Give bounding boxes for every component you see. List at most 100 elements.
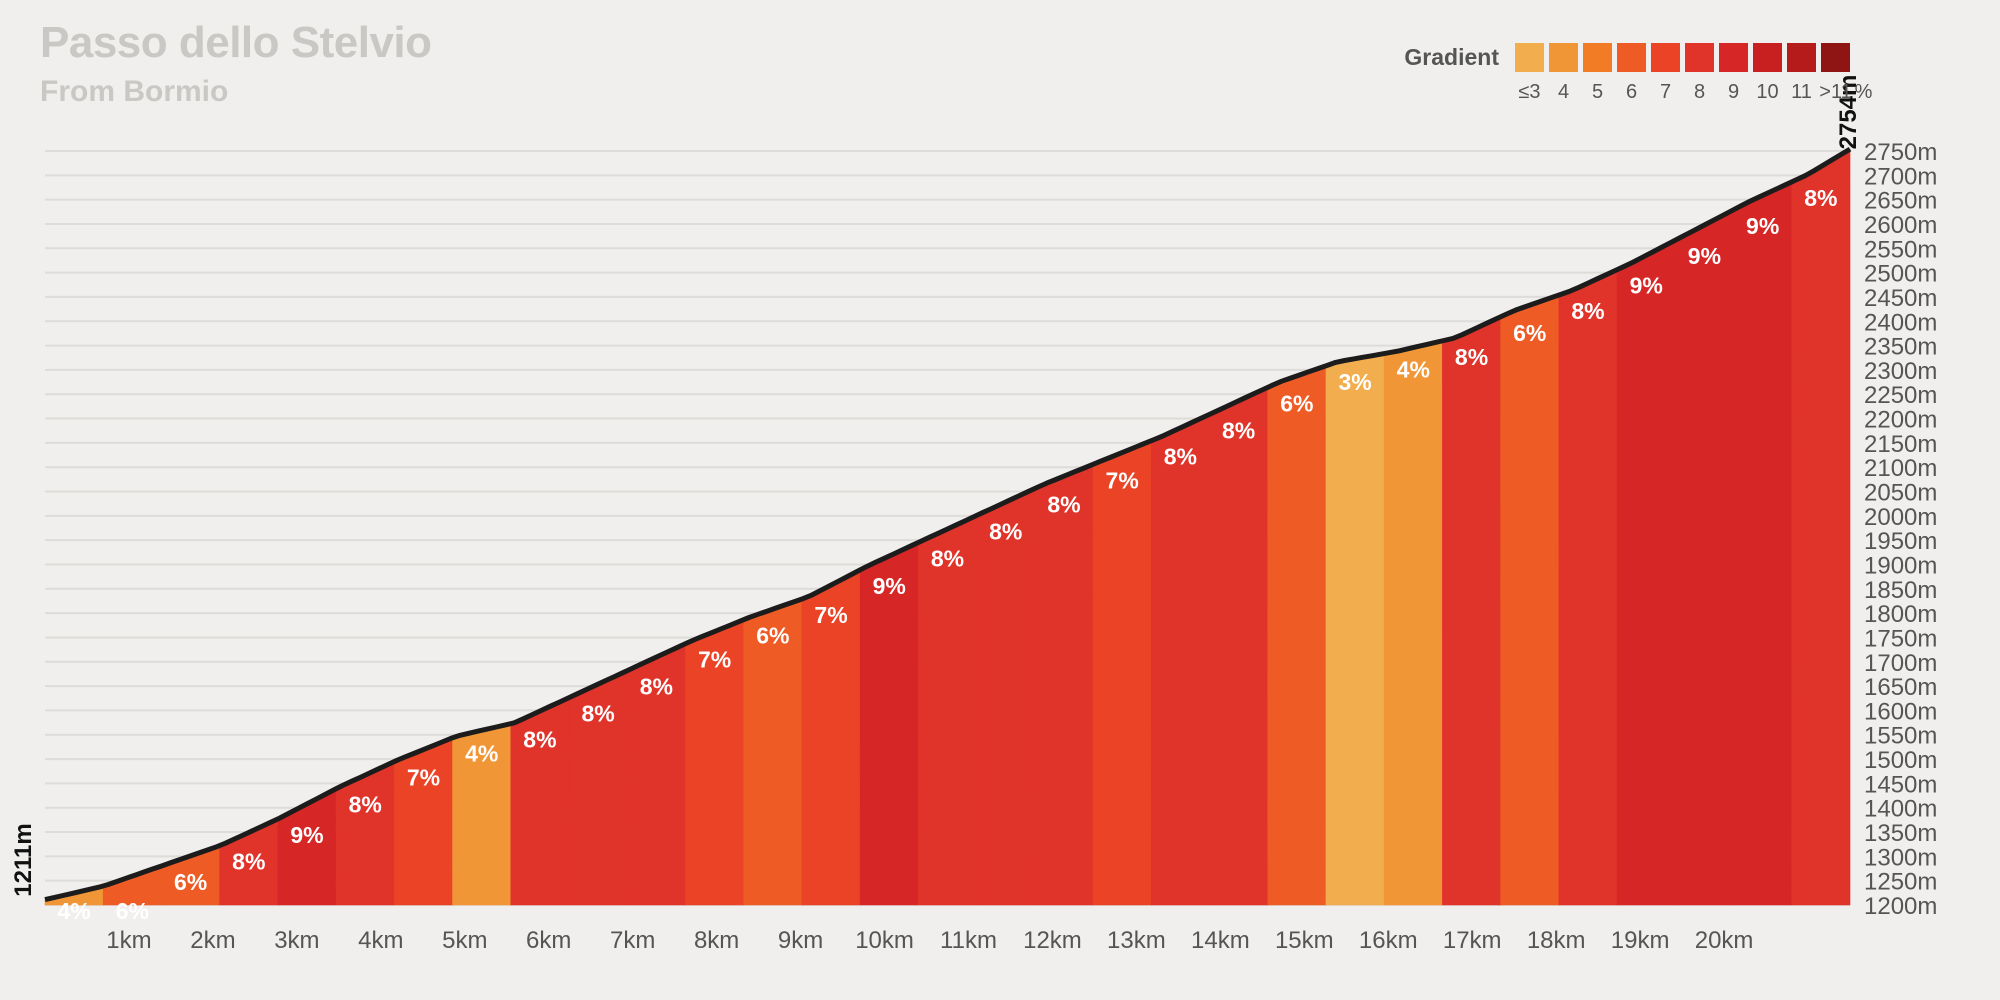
x-tick-label: 20km <box>1695 927 1754 954</box>
y-tick-label: 2250m <box>1864 382 1937 409</box>
legend-swatch <box>1753 43 1782 72</box>
segment-label: 6% <box>174 869 207 895</box>
profile-line <box>44 146 1852 903</box>
y-tick-label: 1900m <box>1864 552 1937 579</box>
gradient-segment <box>918 515 977 906</box>
x-tick-label: 16km <box>1359 927 1418 954</box>
y-tick-label: 1400m <box>1864 796 1937 823</box>
y-tick-label: 2400m <box>1864 309 1937 336</box>
y-tick-label: 2650m <box>1864 188 1937 215</box>
segment-label: 7% <box>814 602 847 628</box>
segment-label: 4% <box>57 898 90 924</box>
y-tick-label: 2300m <box>1864 358 1937 385</box>
y-tick-label: 2200m <box>1864 407 1937 434</box>
segment-label: 7% <box>407 765 440 791</box>
x-tick-label: 7km <box>610 927 655 954</box>
segment-label: 8% <box>989 518 1022 544</box>
legend-label: % <box>1855 81 1873 103</box>
x-tick-label: 6km <box>526 927 571 954</box>
gradient-segment <box>1209 386 1269 906</box>
y-tick-label: 2500m <box>1864 261 1937 288</box>
x-tick-label: 3km <box>274 927 319 954</box>
x-tick-label: 17km <box>1443 927 1502 954</box>
legend-label: 4 <box>1558 81 1569 103</box>
segment-label: 9% <box>1688 243 1721 269</box>
gradient-segment <box>1616 239 1676 906</box>
x-tick-label: 2km <box>190 927 235 954</box>
y-tick-label: 1200m <box>1864 893 1937 920</box>
x-tick-label: 9km <box>778 927 823 954</box>
legend-swatch <box>1617 43 1646 72</box>
segment-label: 8% <box>523 727 556 753</box>
y-tick-label: 2350m <box>1864 334 1937 361</box>
legend-swatch <box>1821 43 1850 72</box>
segment-label: 9% <box>873 573 906 599</box>
x-tick-label: 1km <box>106 927 151 954</box>
y-tick-label: 1350m <box>1864 820 1937 847</box>
y-tick-label: 2100m <box>1864 455 1937 482</box>
x-tick-label: 11km <box>940 927 997 954</box>
y-tick-label: 1250m <box>1864 869 1937 896</box>
segment-label: 8% <box>640 674 673 700</box>
y-tick-label: 2750m <box>1864 139 1937 166</box>
legend-swatch <box>1719 43 1748 72</box>
x-tick-label: 15km <box>1275 927 1334 954</box>
gradient-segment <box>1034 463 1094 906</box>
x-tick-label: 8km <box>694 927 739 954</box>
y-tick-label: 1750m <box>1864 625 1937 652</box>
x-tick-label: 14km <box>1191 927 1250 954</box>
legend-label: 6 <box>1626 81 1637 103</box>
segment-label: 8% <box>931 545 964 571</box>
segment-label: 6% <box>756 623 789 649</box>
legend-swatch <box>1685 43 1714 72</box>
y-tick-label: 1700m <box>1864 650 1937 677</box>
x-tick-label: 4km <box>358 927 403 954</box>
legend-swatch <box>1787 43 1816 72</box>
chart-subtitle: From Bormio <box>40 75 229 108</box>
segment-label: 6% <box>1280 390 1313 416</box>
segment-label: 8% <box>1804 185 1837 211</box>
legend-label: 8 <box>1694 81 1705 103</box>
legend-label: 7 <box>1660 81 1671 103</box>
y-tick-label: 1500m <box>1864 747 1937 774</box>
gradient-segment <box>1500 294 1560 906</box>
y-tick-label: 1950m <box>1864 528 1937 555</box>
y-tick-label: 1800m <box>1864 601 1937 628</box>
y-tick-label: 2050m <box>1864 480 1937 507</box>
legend-label: 11 <box>1791 81 1812 103</box>
y-tick-label: 2000m <box>1864 504 1937 531</box>
y-tick-label: 1300m <box>1864 844 1937 871</box>
y-tick-label: 1650m <box>1864 674 1937 701</box>
gradient-segment <box>1325 353 1385 906</box>
gradient-segment <box>1092 440 1152 906</box>
legend-label: 10 <box>1756 81 1778 103</box>
gradient-segment <box>1267 365 1327 906</box>
segment-label: 4% <box>1397 357 1430 383</box>
x-tick-label: 19km <box>1611 927 1670 954</box>
legend-label: >11 <box>1819 81 1851 103</box>
gradient-segment <box>1442 316 1501 906</box>
y-tick-label: 1600m <box>1864 698 1937 725</box>
y-tick-label: 2450m <box>1864 285 1937 312</box>
x-tick-label: 18km <box>1527 927 1586 954</box>
y-tick-label: 2550m <box>1864 236 1937 263</box>
segment-label: 8% <box>1455 344 1488 370</box>
segment-label: 9% <box>1746 213 1779 239</box>
segment-label: 7% <box>1106 467 1139 493</box>
y-tick-label: 2700m <box>1864 163 1937 190</box>
gradient-segment <box>1558 269 1618 906</box>
legend-swatch <box>1651 43 1680 72</box>
x-tick-label: 5km <box>442 927 487 954</box>
segment-label: 8% <box>1047 491 1080 517</box>
start-elevation-label: 1211m <box>10 823 37 896</box>
y-tick-label: 2150m <box>1864 431 1937 458</box>
chart-title: Passo dello Stelvio <box>40 18 432 67</box>
segment-label: 8% <box>1222 417 1255 443</box>
legend-swatch <box>1549 43 1578 72</box>
y-tick-label: 1450m <box>1864 771 1937 798</box>
legend-label: 5 <box>1592 81 1603 103</box>
y-tick-label: 1850m <box>1864 577 1937 604</box>
legend-label: 9 <box>1728 81 1739 103</box>
